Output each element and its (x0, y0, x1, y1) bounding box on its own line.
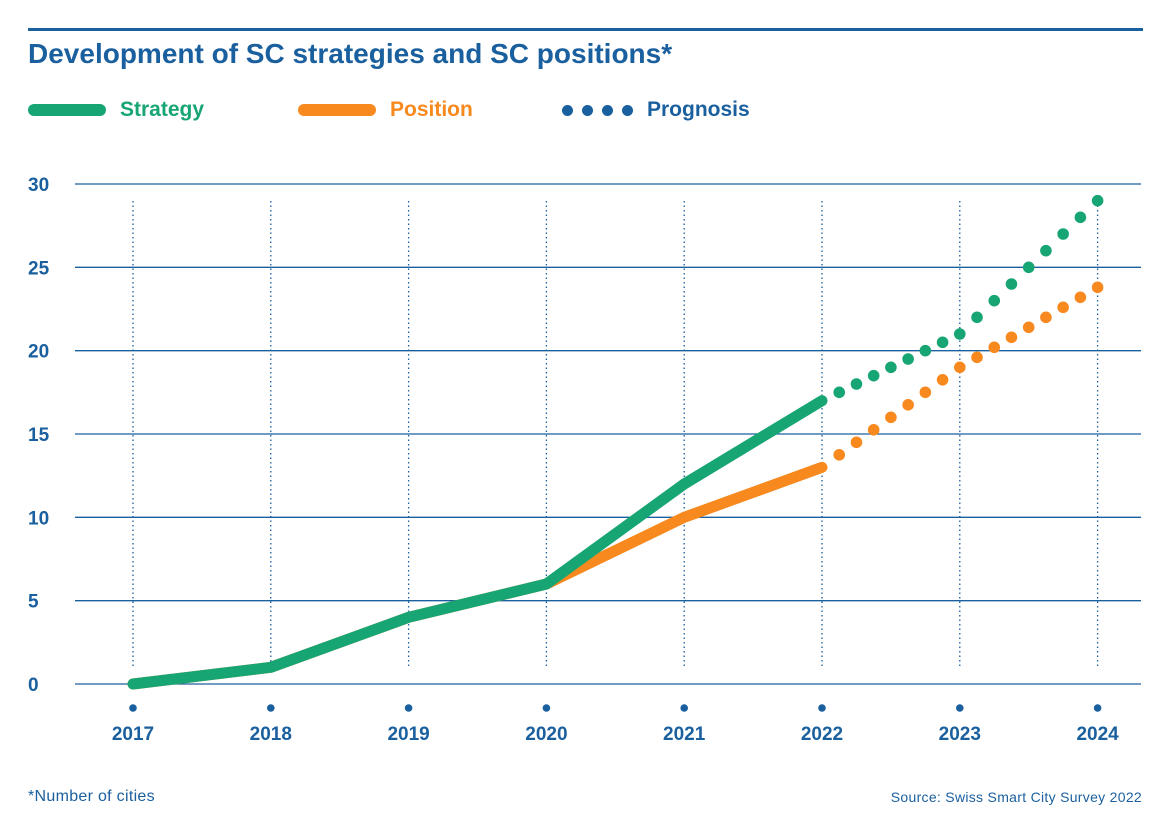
x-axis-dot-2022 (818, 704, 826, 712)
x-tick-label-2017: 2017 (112, 724, 154, 745)
prognosis-dot-position-6 (936, 374, 949, 386)
prognosis-dot-strategy-15 (1091, 194, 1104, 207)
prognosis-dot-strategy-11 (1022, 261, 1035, 274)
prognosis-dot-strategy-7 (954, 328, 966, 340)
legend-item-position: Position (298, 95, 473, 125)
prognosis-dot-position-12 (1040, 311, 1052, 324)
y-tick-label-25: 25 (28, 258, 50, 279)
legend-swatch-prognosis (560, 104, 633, 116)
legend-label-strategy: Strategy (120, 98, 205, 121)
prognosis-dot-position-9 (988, 341, 1001, 354)
prognosis-dot-strategy-6 (936, 336, 949, 349)
x-axis-dot-2023 (956, 704, 964, 712)
prognosis-dot-position-8 (971, 351, 983, 364)
top-rule (28, 28, 1143, 31)
legend-swatch-strategy (28, 104, 106, 116)
y-tick-label-15: 15 (28, 425, 50, 446)
legend-item-strategy: Strategy (28, 95, 204, 125)
x-axis-dot-2018 (267, 704, 275, 712)
prognosis-dot-position-7 (954, 361, 966, 374)
prognosis-dot-strategy-3 (885, 361, 897, 374)
x-tick-label-2023: 2023 (939, 724, 981, 745)
series-line-strategy (127, 395, 828, 690)
prognosis-dot-position-11 (1022, 321, 1035, 334)
prognosis-dot-position-2 (867, 424, 880, 436)
prognosis-dot-strategy-14 (1074, 211, 1087, 224)
x-tick-label-2021: 2021 (663, 724, 706, 745)
prognosis-dot-strategy-2 (867, 369, 880, 382)
source-note: Source: Swiss Smart City Survey 2022 (890, 789, 1142, 805)
prognosis-dot-position-5 (919, 386, 932, 399)
prognosis-dot-strategy-10 (1005, 278, 1018, 290)
x-axis-dot-2017 (129, 704, 137, 712)
x-tick-label-2018: 2018 (250, 724, 292, 745)
legend-label-position: Position (390, 98, 473, 121)
legend-item-prognosis: Prognosis (560, 95, 750, 125)
prognosis-dot-strategy-13 (1057, 228, 1069, 240)
prognosis-dot-strategy-8 (971, 311, 983, 324)
x-tick-label-2022: 2022 (801, 724, 843, 745)
footnote: *Number of cities (28, 788, 155, 805)
x-tick-label-2024: 2024 (1076, 724, 1119, 745)
x-axis-dot-2021 (680, 704, 688, 712)
prognosis-dot-position-13 (1057, 301, 1069, 314)
prognosis-dot-strategy-4 (902, 353, 914, 365)
x-tick-label-2019: 2019 (387, 724, 429, 745)
prognosis-dot-position-10 (1005, 331, 1018, 344)
prognosis-dot-position-15 (1091, 281, 1104, 294)
legend: Strategy Position Prognosis (28, 95, 1028, 125)
prognosis-dot-strategy-5 (919, 344, 932, 357)
chart-title: Development of SC strategies and SC posi… (28, 38, 673, 69)
prognosis-dot-position-0 (833, 449, 846, 461)
prognosis-dot-strategy-0 (833, 386, 846, 399)
y-tick-label-5: 5 (28, 592, 39, 613)
prognosis-dot-position-4 (902, 399, 914, 411)
prognosis-dot-position-1 (850, 436, 863, 449)
y-tick-label-20: 20 (28, 342, 49, 363)
y-tick-label-30: 30 (28, 175, 49, 196)
x-tick-label-2020: 2020 (525, 724, 567, 745)
legend-label-prognosis: Prognosis (647, 98, 750, 121)
x-axis-dot-2024 (1093, 704, 1102, 712)
x-axis-dot-2020 (542, 704, 551, 712)
legend-swatch-position (298, 104, 376, 116)
prognosis-dot-strategy-9 (988, 294, 1001, 307)
y-tick-label-0: 0 (28, 675, 39, 696)
prognosis-dot-position-14 (1074, 291, 1087, 304)
series-line-position (127, 461, 828, 690)
prognosis-dot-strategy-1 (850, 378, 863, 390)
prognosis-dot-position-3 (885, 411, 897, 424)
x-axis-dot-2019 (404, 704, 413, 712)
y-tick-label-10: 10 (28, 508, 49, 529)
prognosis-dot-strategy-12 (1040, 244, 1052, 257)
